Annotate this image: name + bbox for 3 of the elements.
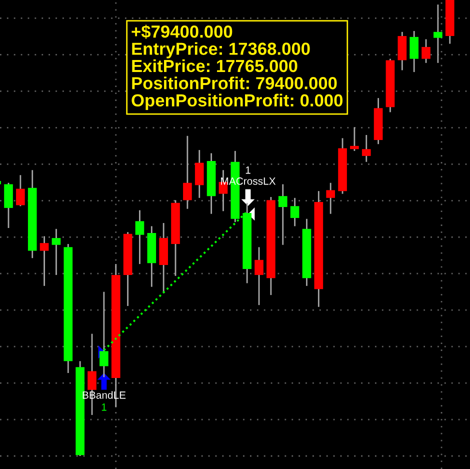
- annotation: 1: [102, 404, 106, 411]
- annotation: 1: [246, 166, 250, 174]
- annotation: +$79400.000 EntryPrice: 17368.000 ExitPrice: 17765.000 PositionProfit: 79400.000 OpenPositionProfit: 0.000: [132, 24, 343, 110]
